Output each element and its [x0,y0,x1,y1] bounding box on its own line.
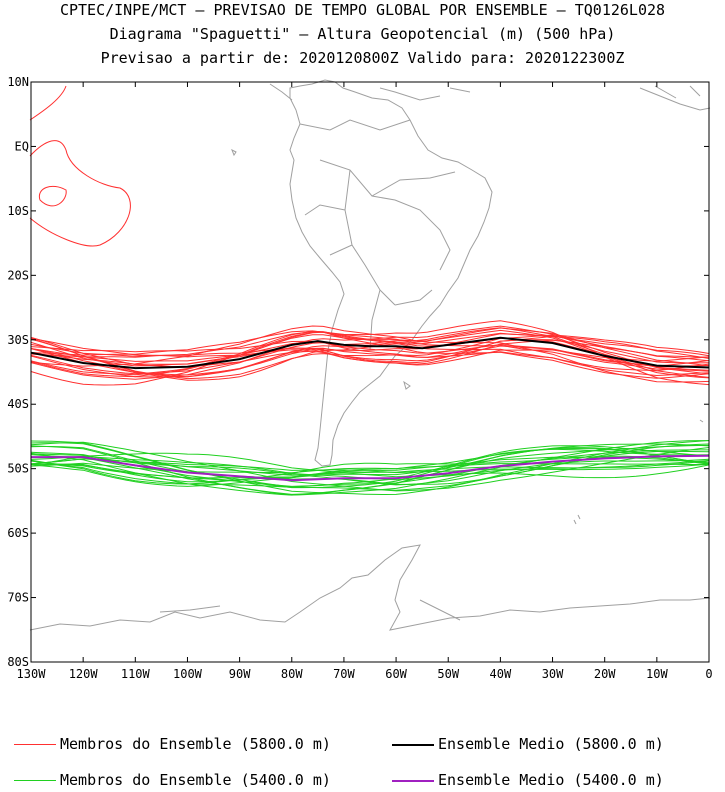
ensemble-members-5400 [30,440,710,496]
legend-members-5800: Membros do Ensemble (5800.0 m) [14,735,331,753]
lon-label: 80W [281,667,303,681]
antarctica-coast [29,544,711,631]
ensemble-member-line [30,331,710,372]
legend-mean-5400: Ensemble Medio (5400.0 m) [392,771,664,789]
lon-label: 120W [69,667,99,681]
ensemble-member-line [30,447,710,487]
legend-label-mean-5400: Ensemble Medio (5400.0 m) [438,771,664,789]
lat-label: 50S [7,462,29,476]
lat-label: 80S [7,655,29,669]
ensemble-members-5800 [30,320,710,386]
ensemble-member-line [30,452,710,479]
ensemble-member-line [30,343,710,367]
chart-subtitle: Diagrama "Spaguetti" – Altura Geopotenci… [109,25,616,43]
ensemble-mean-5400-line [31,454,710,482]
lon-label: 20W [594,667,616,681]
contour-5800-equatorial-b [38,185,67,207]
lat-label: 60S [7,526,29,540]
legend-label-members-5800: Membros do Ensemble (5800.0 m) [60,735,331,753]
equatorial-5800-contours [29,85,131,247]
chart-title: CPTEC/INPE/MCT – PREVISAO DE TEMPO GLOBA… [59,1,666,19]
legend-line-members-5400 [14,780,56,781]
legend-mean-5800: Ensemble Medio (5800.0 m) [392,735,664,753]
lon-label: 130W [17,667,47,681]
ensemble-member-line [30,331,710,377]
ensemble-member-line [30,462,709,474]
lon-label: 110W [121,667,151,681]
south-america-coast [289,79,493,467]
legend-label-members-5400: Membros do Ensemble (5400.0 m) [60,771,331,789]
ensemble-member-line [30,320,710,386]
lat-label: 40S [7,397,29,411]
forecast-validity: Previsao a partir de: 2020120800Z Valido… [100,49,625,67]
ensemble-member-line [30,340,710,372]
lon-label: 0 [705,667,712,681]
legend-members-5400: Membros do Ensemble (5400.0 m) [14,771,331,789]
country-borders [299,119,456,351]
ensemble-member-line [30,453,710,486]
legend-line-members-5800 [14,744,56,745]
ensemble-member-line [30,333,710,376]
lat-label: 20S [7,268,29,282]
ensemble-member-line [30,327,710,376]
ensemble-mean-5800-line [30,336,710,370]
ensemble-member-line [30,448,710,489]
lat-label: 10S [7,204,29,218]
central-america-coast [269,83,711,111]
axis-ticks [30,81,710,663]
contour-5800-equatorial-a [29,85,131,247]
lon-label: 10W [646,667,668,681]
ensemble-member-line [30,445,710,488]
lat-label: 30S [7,333,29,347]
lon-label: 100W [173,667,203,681]
lon-label: 60W [385,667,407,681]
islands [231,148,704,525]
coastline [29,79,711,631]
ensemble-member-line [30,442,710,491]
lat-label: EQ [15,139,29,153]
ensemble-member-line [30,339,710,367]
lon-labels: 130W 120W 110W 100W 90W 80W 70W 60W 50W 40W 30W 20W… [17,667,713,681]
lon-label: 40W [490,667,512,681]
lon-label: 70W [333,667,355,681]
lat-label: 70S [7,591,29,605]
legend-line-mean-5400 [392,779,434,782]
lat-label: 10N [7,75,29,89]
lon-label: 30W [542,667,564,681]
ensemble-member-line [30,327,710,378]
lat-labels: 10N EQ 10S 20S 30S 40S 50S 60S 70S 80S [7,75,29,669]
lon-label: 50W [437,667,459,681]
ensemble-member-line [30,440,710,496]
legend-line-mean-5800 [392,743,434,746]
antarctica-shelf [159,599,461,621]
ensemble-member-line [30,341,710,368]
ensemble-member-line [30,458,710,476]
map-frame [30,81,710,663]
lon-label: 90W [229,667,251,681]
legend-label-mean-5800: Ensemble Medio (5800.0 m) [438,735,664,753]
